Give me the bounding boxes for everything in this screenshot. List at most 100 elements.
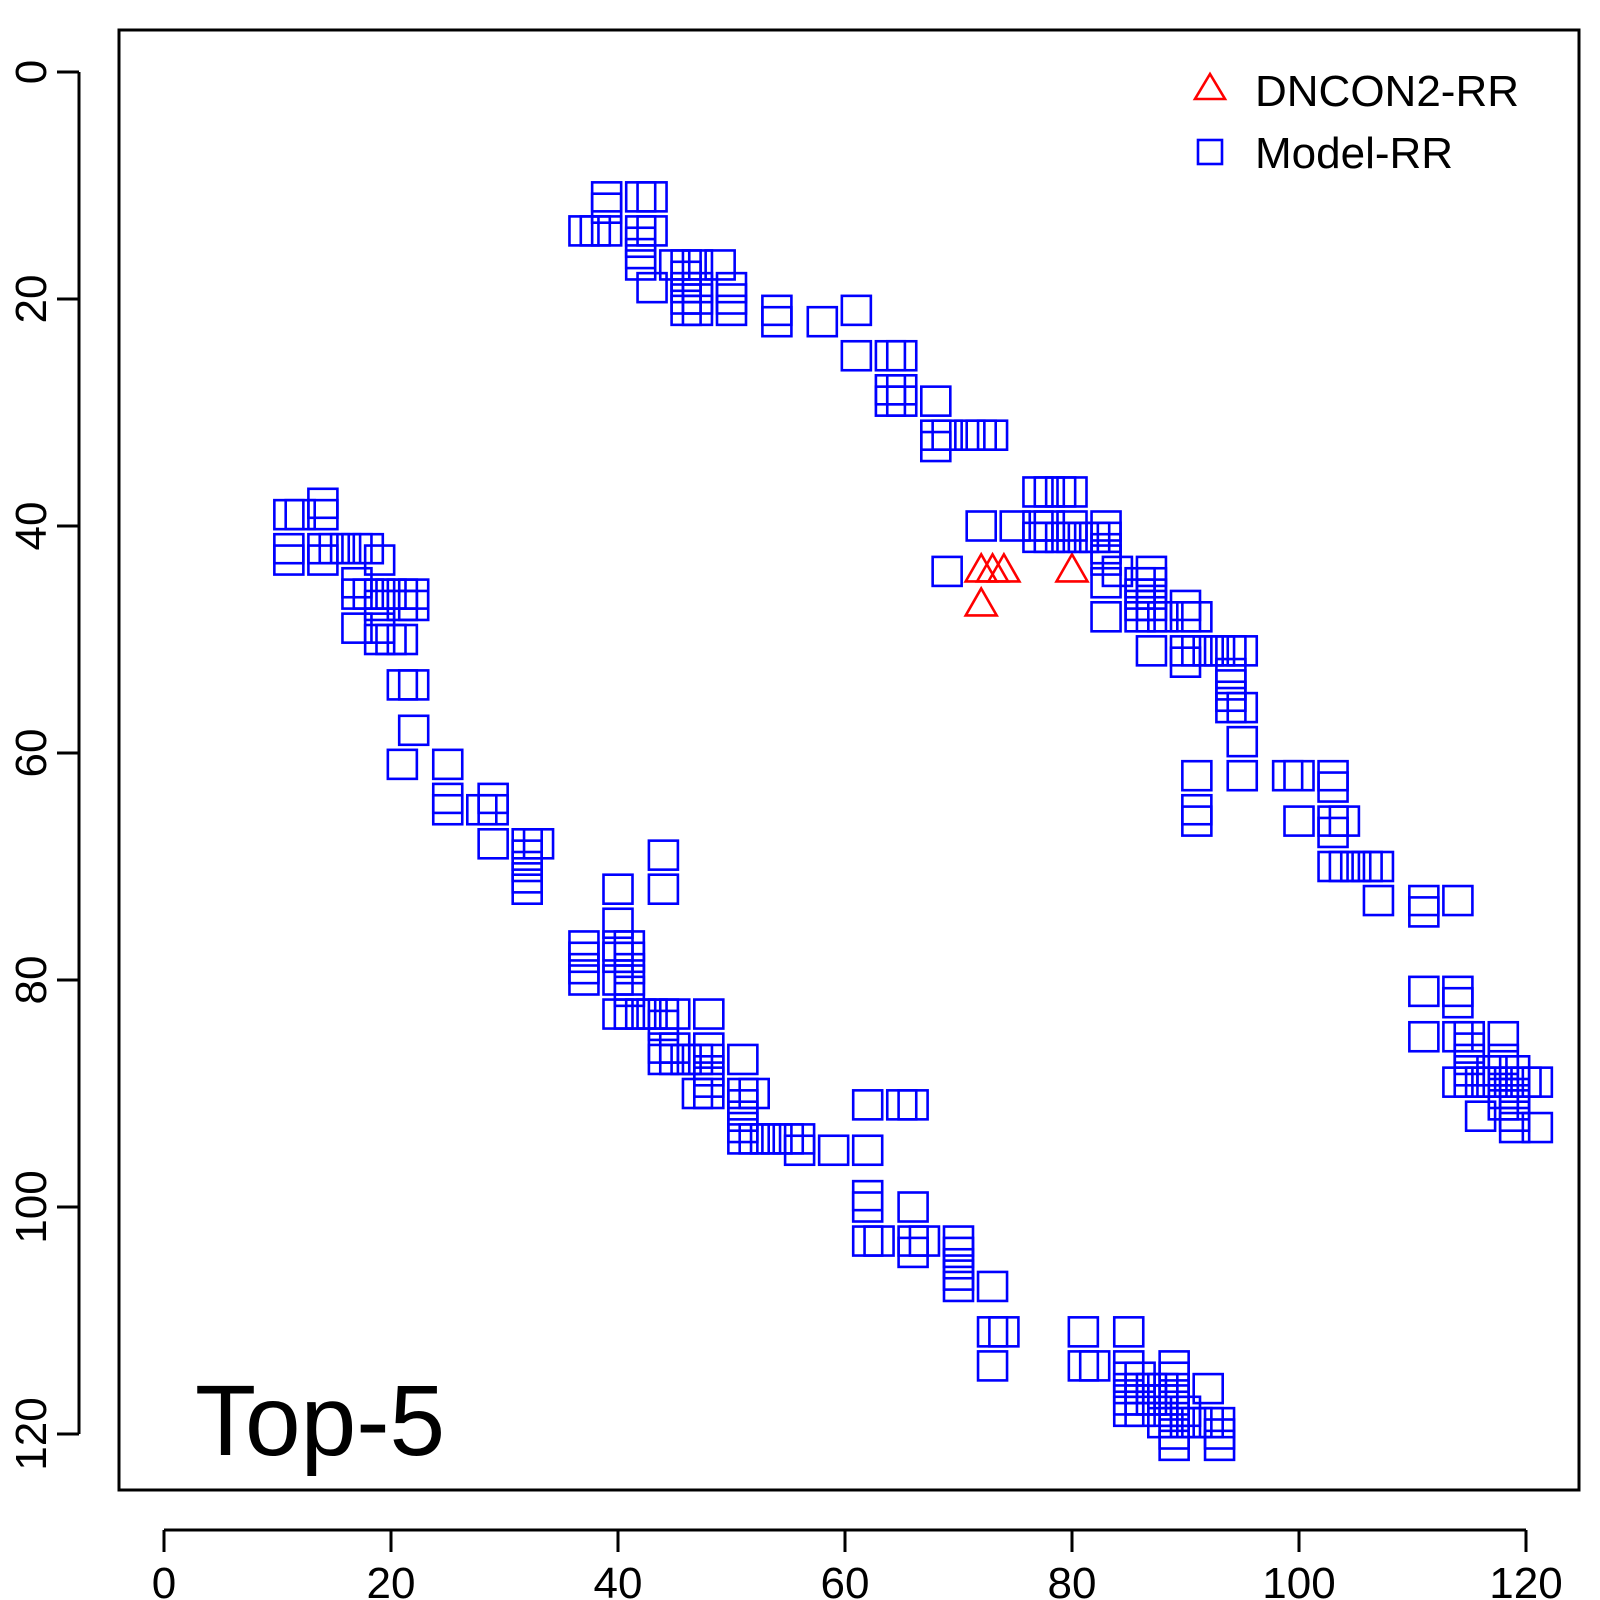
square-point <box>465 793 498 826</box>
square-point <box>919 430 952 463</box>
square-point <box>590 181 623 213</box>
y-tick-label: 120 <box>7 1397 56 1470</box>
square-point <box>681 1043 714 1076</box>
square-point <box>1317 805 1349 837</box>
square-point <box>568 930 600 962</box>
square-point <box>1362 884 1395 917</box>
square-point <box>1090 532 1122 565</box>
square-point <box>1056 510 1088 542</box>
square-point <box>375 623 407 656</box>
square-point <box>1476 1066 1508 1098</box>
square-point <box>624 237 657 270</box>
square-point <box>658 998 691 1030</box>
square-point <box>976 1316 1009 1348</box>
square-point <box>1498 1066 1531 1098</box>
square-point <box>942 1270 975 1303</box>
square-point <box>329 532 362 565</box>
square-point <box>1124 578 1156 610</box>
square-point <box>1147 1372 1179 1405</box>
square-point <box>397 669 430 701</box>
square-point <box>1169 1406 1202 1439</box>
square-point <box>624 215 657 247</box>
square-point <box>692 1077 725 1110</box>
square-point <box>1283 759 1315 792</box>
square-point <box>942 1225 975 1257</box>
square-point <box>761 294 793 327</box>
square-point <box>602 907 634 940</box>
square-point <box>386 589 419 622</box>
triangle-point <box>963 585 999 617</box>
square-point <box>1158 1429 1190 1462</box>
square-point <box>658 1043 691 1076</box>
square-point <box>1453 1043 1486 1076</box>
square-point <box>897 1089 929 1121</box>
square-point <box>341 532 373 565</box>
square-point <box>590 192 623 224</box>
square-point <box>568 952 600 985</box>
square-point <box>1408 896 1440 928</box>
square-point <box>738 1123 771 1155</box>
square-point <box>1101 555 1134 588</box>
square-point <box>1022 476 1054 508</box>
y-tick-label: 40 <box>7 502 56 551</box>
square-point <box>1487 1043 1520 1076</box>
square-point <box>681 271 714 304</box>
square-point <box>1498 1077 1531 1110</box>
square-point <box>931 419 963 452</box>
square-point <box>965 510 998 542</box>
square-point <box>477 782 509 815</box>
legend-square-marker <box>1196 138 1224 166</box>
square-point <box>1283 805 1315 837</box>
square-point <box>1453 1066 1486 1098</box>
square-point <box>942 1247 975 1280</box>
square-point <box>1135 635 1168 667</box>
square-point <box>511 873 544 906</box>
square-point <box>1067 1350 1100 1382</box>
square-point <box>1442 884 1474 917</box>
square-point <box>363 544 396 576</box>
square-point <box>307 487 339 520</box>
square-point <box>1033 476 1066 508</box>
square-point <box>602 930 634 962</box>
square-point <box>806 305 839 338</box>
square-point <box>647 998 680 1030</box>
square-point <box>613 975 646 1008</box>
square-point <box>1192 635 1224 667</box>
square-point <box>1317 850 1349 883</box>
y-axis: 0 20 40 60 80 100 120 <box>7 60 81 1471</box>
square-point <box>761 305 793 338</box>
square-point <box>1464 1066 1497 1098</box>
square-point <box>1147 1395 1179 1428</box>
square-point <box>284 498 317 531</box>
square-point <box>1158 1350 1190 1382</box>
square-point <box>670 271 702 304</box>
square-point <box>851 1134 884 1167</box>
square-point <box>1033 521 1066 554</box>
square-point <box>1215 680 1247 713</box>
square-point <box>341 612 373 644</box>
square-point <box>1090 544 1122 576</box>
square-point <box>976 1350 1009 1382</box>
square-point <box>1328 805 1361 837</box>
square-point <box>636 998 668 1030</box>
square-point <box>1090 600 1122 633</box>
square-point <box>1442 986 1474 1019</box>
square-point <box>341 566 373 599</box>
square-point <box>976 419 1009 452</box>
square-point <box>727 1077 759 1110</box>
y-tick-label: 0 <box>7 60 56 84</box>
square-point <box>522 827 555 860</box>
square-point <box>1124 1384 1156 1416</box>
square-point <box>1135 1372 1168 1405</box>
square-point <box>1090 521 1122 554</box>
square-point <box>1487 1066 1520 1098</box>
legend-label: DNCON2-RR <box>1255 67 1519 116</box>
square-point <box>624 181 657 213</box>
square-point <box>1510 1066 1542 1098</box>
square-point <box>1476 1055 1508 1087</box>
square-point <box>1147 1406 1179 1439</box>
square-point <box>840 339 873 372</box>
square-point <box>988 1316 1020 1348</box>
square-point <box>1067 521 1100 554</box>
square-point <box>1215 669 1247 701</box>
